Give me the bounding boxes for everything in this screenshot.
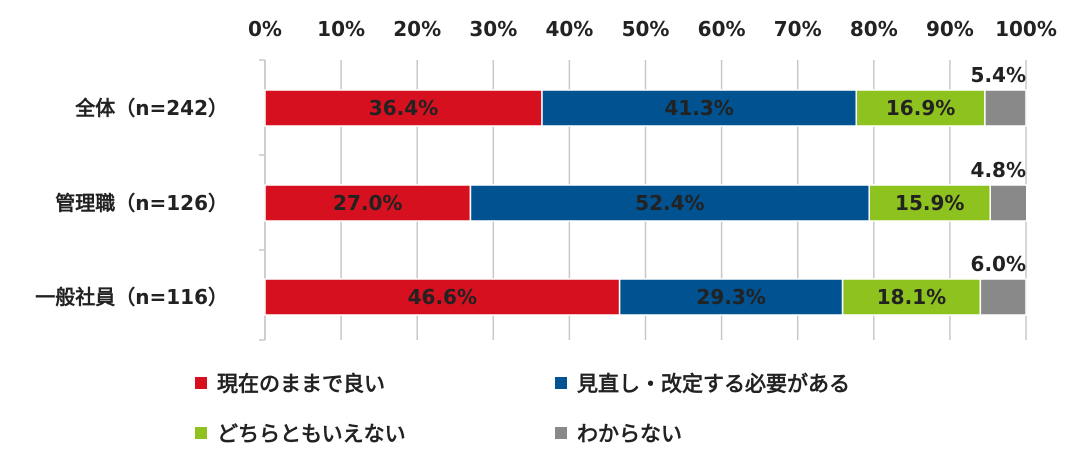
data-label: 16.9% bbox=[886, 96, 955, 120]
x-tick-label: 40% bbox=[545, 17, 593, 41]
legend-swatch bbox=[555, 427, 567, 439]
bar-segment bbox=[264, 184, 472, 222]
x-tick-label: 0% bbox=[248, 17, 282, 41]
legend-item: わからない bbox=[555, 418, 915, 448]
data-label: 6.0% bbox=[971, 252, 1026, 276]
bar-segment bbox=[541, 89, 858, 127]
category-label: 全体（n=242） bbox=[74, 96, 228, 120]
legend-item: どちらともいえない bbox=[195, 418, 555, 448]
bar-segment bbox=[264, 278, 621, 316]
bar-segment bbox=[855, 89, 986, 127]
data-label: 18.1% bbox=[877, 285, 946, 309]
category-labels: 全体（n=242） 管理職（n=126） 一般社員（n=116） bbox=[35, 96, 228, 309]
legend-swatch bbox=[195, 377, 207, 389]
bar-segment bbox=[989, 184, 1028, 222]
x-tick-label: 10% bbox=[317, 17, 365, 41]
bar-segment bbox=[264, 89, 543, 127]
x-tick-label: 50% bbox=[622, 17, 670, 41]
bar-segment bbox=[618, 278, 844, 316]
data-label: 52.4% bbox=[635, 191, 704, 215]
x-tick-label: 100% bbox=[995, 17, 1057, 41]
legend-item: 現在のままで良い bbox=[195, 368, 555, 398]
category-label: 管理職（n=126） bbox=[55, 191, 228, 215]
x-tick-label: 80% bbox=[850, 17, 898, 41]
x-tick-label: 20% bbox=[393, 17, 441, 41]
legend-item: 見直し・改定する必要がある bbox=[555, 368, 915, 398]
legend-swatch bbox=[555, 377, 567, 389]
x-tick-label: 90% bbox=[926, 17, 974, 41]
bar-segment bbox=[868, 184, 991, 222]
stacked-bar-chart: 0% 10% 20% 30% 40% 50% 60% 70% 80% 90% 100% 全体（n=2… bbox=[35, 17, 1057, 341]
bar-segment bbox=[984, 89, 1027, 127]
legend-label: わからない bbox=[577, 422, 682, 446]
bar-segment bbox=[979, 278, 1027, 316]
bar-segment bbox=[841, 278, 982, 316]
legend-label: 現在のままで良い bbox=[217, 372, 385, 396]
legend-label: 見直し・改定する必要がある bbox=[577, 372, 850, 396]
category-label: 一般社員（n=116） bbox=[35, 285, 228, 309]
x-tick-label: 30% bbox=[469, 17, 517, 41]
data-label: 29.3% bbox=[696, 285, 765, 309]
data-label: 36.4% bbox=[369, 96, 438, 120]
legend-label: どちらともいえない bbox=[217, 422, 406, 446]
bars: 36.4% 41.3% 16.9% 5.4% 27.0% 52.4% 15.9% 4.8% 46… bbox=[264, 63, 1028, 316]
data-label: 46.6% bbox=[408, 285, 477, 309]
legend: 現在のままで良い 見直し・改定する必要があるどちらともいえない わからない bbox=[195, 368, 955, 448]
data-label: 4.8% bbox=[971, 158, 1026, 182]
x-axis-ticks: 0% 10% 20% 30% 40% 50% 60% 70% 80% 90% 100% bbox=[248, 17, 1057, 41]
x-tick-label: 60% bbox=[698, 17, 746, 41]
data-label: 27.0% bbox=[333, 191, 402, 215]
data-label: 41.3% bbox=[664, 96, 733, 120]
data-label: 15.9% bbox=[895, 191, 964, 215]
data-label: 5.4% bbox=[971, 63, 1026, 87]
legend-swatch bbox=[195, 427, 207, 439]
x-tick-label: 70% bbox=[774, 17, 822, 41]
